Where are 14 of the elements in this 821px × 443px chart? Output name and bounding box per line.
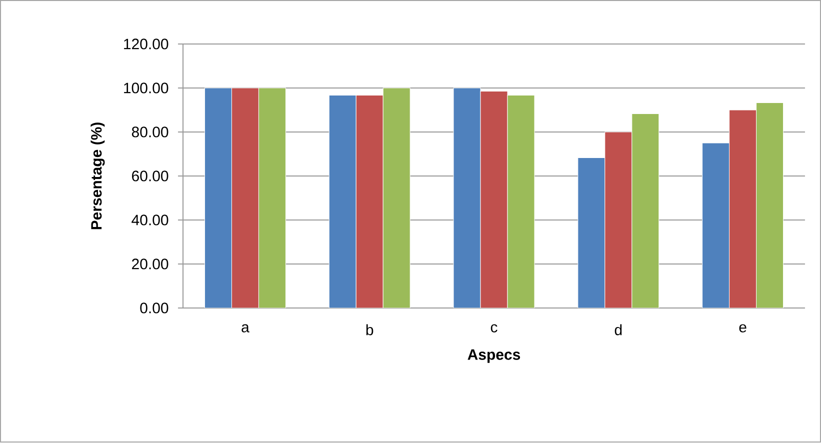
y-tick-label: 40.00 [132,214,168,226]
x-tick-label: d [614,324,622,336]
y-tick-label: 60.00 [132,170,168,182]
x-tick-label: b [366,324,374,336]
y-tick-label: 20.00 [132,258,168,270]
y-tick-label: 0.00 [140,302,168,314]
x-tick-label: a [242,324,250,333]
x-tick-label: e [739,324,746,333]
y-tick-label: 80.00 [132,126,168,138]
y-tick-label: 120.00 [124,38,168,50]
x-tick-label: c [490,324,498,333]
y-tick-label: 100.00 [124,82,168,94]
y-axis-title: Persentage (%) [90,122,105,230]
x-axis-title: Aspecs [468,350,520,364]
